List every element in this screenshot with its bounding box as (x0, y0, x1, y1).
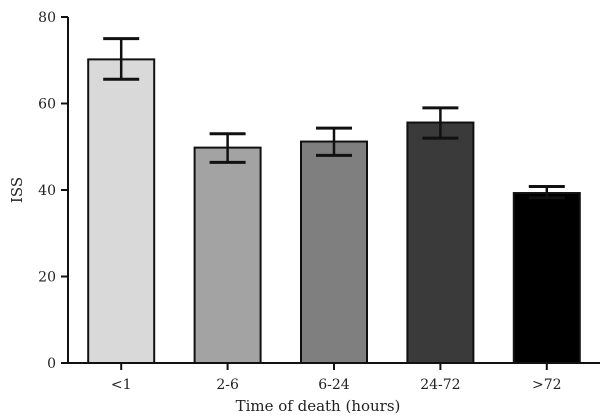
bar (300, 140, 368, 364)
bar (87, 58, 156, 364)
x-axis-label: Time of death (hours) (236, 397, 401, 415)
x-tick-label: 24-72 (420, 377, 460, 393)
y-tick-label: 80 (38, 10, 56, 26)
error-bars-layer (103, 37, 565, 200)
y-axis: 0 20 40 60 80 (38, 10, 69, 372)
x-tick-label: 6-24 (318, 377, 350, 393)
bar (193, 146, 262, 364)
x-tick-label: <1 (111, 377, 132, 393)
y-tick-label: 40 (38, 183, 56, 199)
x-tick-label: 2-6 (216, 377, 239, 393)
y-axis-label: ISS (8, 177, 26, 203)
y-tick-label: 60 (38, 97, 56, 113)
y-tick-label: 20 (38, 270, 56, 286)
bar (406, 121, 475, 364)
y-tick-label: 0 (47, 356, 56, 372)
bars-layer (87, 58, 581, 364)
x-axis: <1 2-6 6-24 24-72 >72 (68, 362, 600, 393)
bar (512, 192, 581, 364)
x-tick-label: >72 (532, 377, 562, 393)
